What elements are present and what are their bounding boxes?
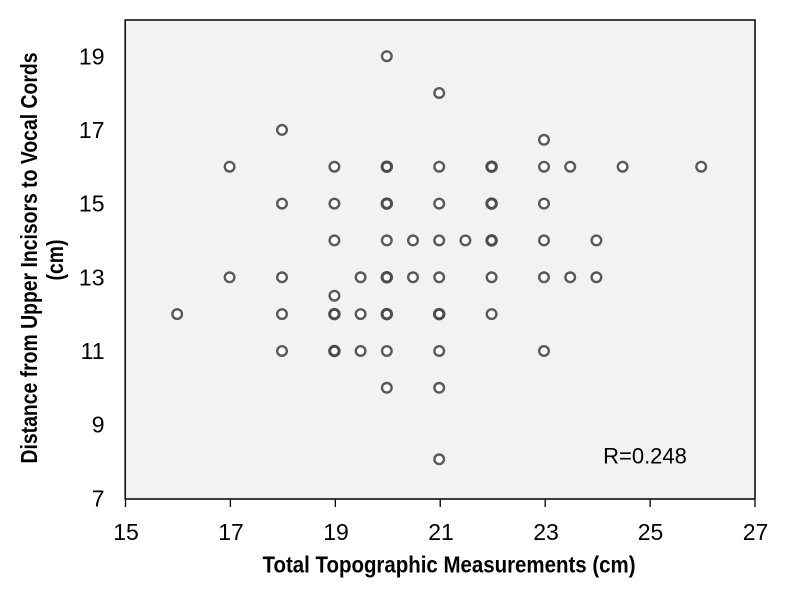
- svg-text:23: 23: [533, 519, 559, 545]
- svg-text:7: 7: [92, 485, 105, 511]
- svg-text:27: 27: [743, 519, 769, 545]
- svg-text:17: 17: [218, 519, 244, 545]
- svg-text:17: 17: [79, 117, 105, 143]
- svg-text:R=0.248: R=0.248: [603, 444, 687, 469]
- svg-text:15: 15: [79, 191, 105, 217]
- svg-text:21: 21: [428, 519, 454, 545]
- svg-text:25: 25: [638, 519, 664, 545]
- svg-text:13: 13: [79, 264, 105, 290]
- svg-text:19: 19: [79, 43, 105, 69]
- svg-text:Total Topographic Measurements: Total Topographic Measurements (cm): [263, 552, 636, 578]
- svg-text:(cm): (cm): [42, 240, 68, 281]
- svg-text:9: 9: [92, 412, 105, 438]
- svg-text:19: 19: [323, 519, 349, 545]
- svg-text:15: 15: [113, 519, 139, 545]
- svg-text:11: 11: [81, 338, 105, 364]
- svg-text:Distance from Upper Incisors t: Distance from Upper Incisors to Vocal Co…: [16, 53, 42, 464]
